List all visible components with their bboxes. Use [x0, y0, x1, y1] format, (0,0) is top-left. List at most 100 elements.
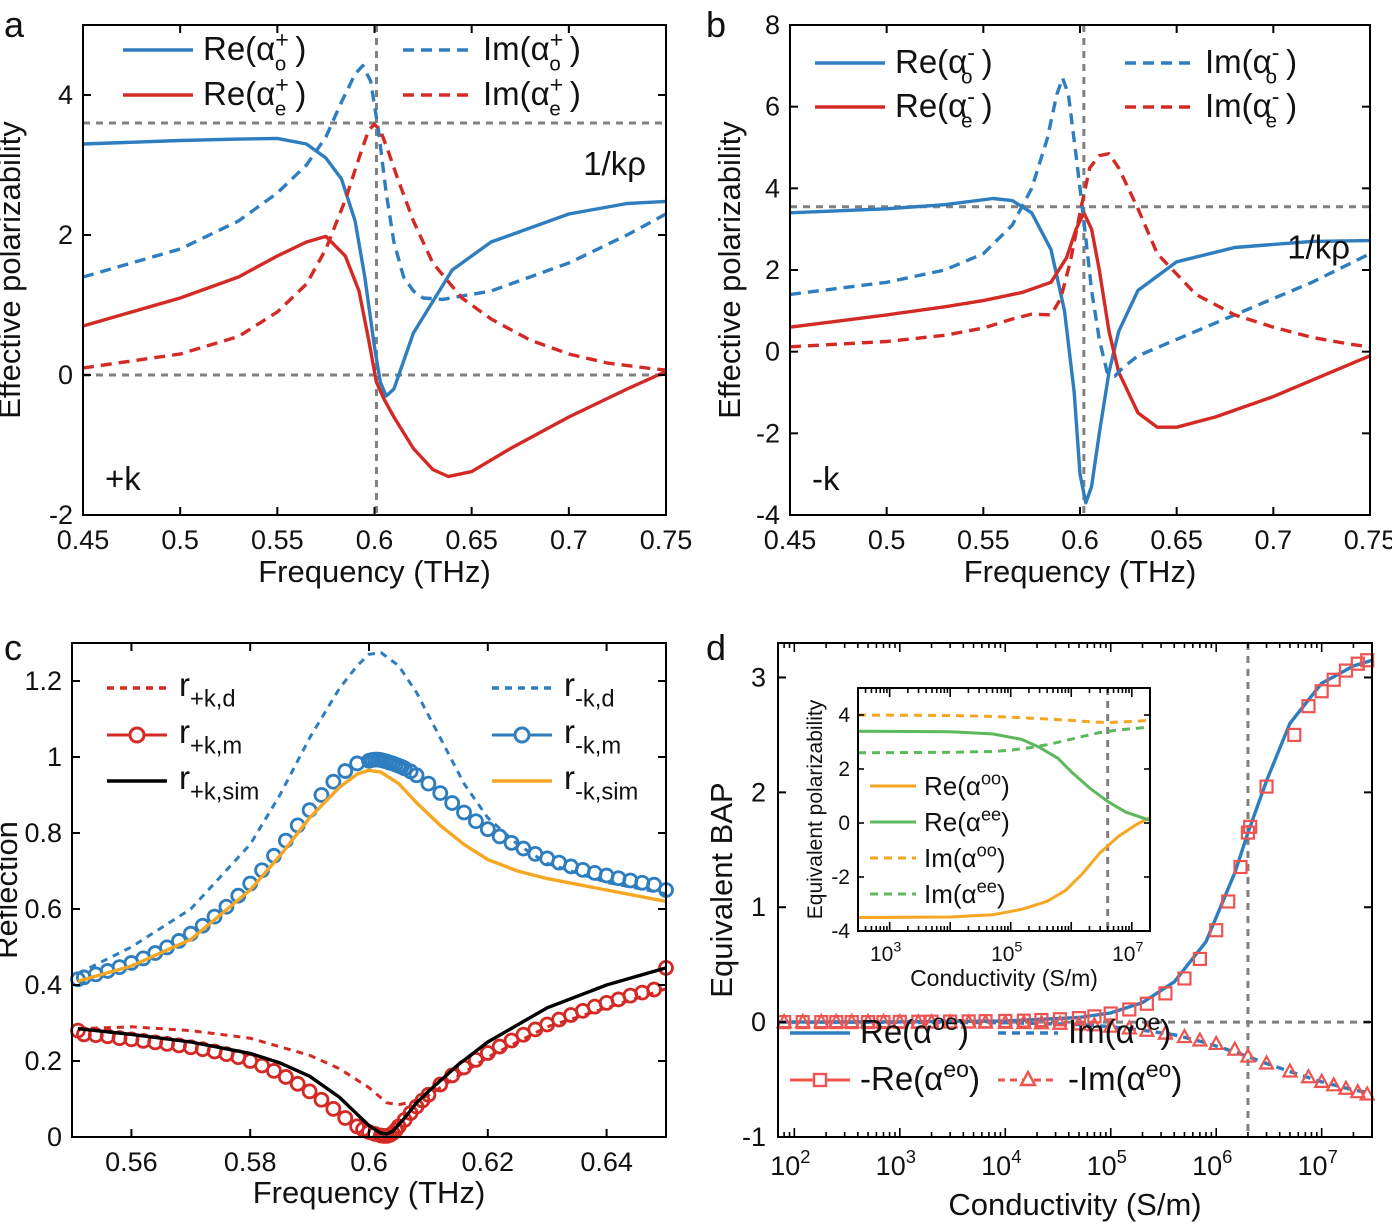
data-point-circle — [646, 981, 663, 998]
x-tick-label: 0.7 — [1255, 525, 1293, 555]
y-tick-label: 0.6 — [24, 894, 62, 924]
data-point-triangle — [859, 1012, 877, 1029]
panel-label: c — [4, 627, 22, 668]
y-tick-label: 2 — [751, 777, 766, 807]
direction-annotation: -k — [812, 460, 840, 497]
data-point-triangle — [1051, 1014, 1069, 1030]
x-tick-label: 0.64 — [580, 1147, 633, 1177]
legend-entry: Re(α-o ) — [895, 39, 993, 88]
x-tick-label: 0.62 — [462, 1147, 515, 1177]
data-point-triangle — [1226, 1040, 1244, 1056]
legend-entry: Im(α-e ) — [1205, 83, 1297, 132]
data-point-square — [1139, 996, 1154, 1011]
data-point-triangle — [1102, 1017, 1120, 1033]
x-tick-label: 0.55 — [957, 525, 1010, 555]
y-tick-label: 0 — [765, 337, 780, 367]
series-line — [857, 816, 1151, 919]
data-point-circle — [301, 1083, 318, 1100]
data-point-circle — [325, 1100, 342, 1117]
x-tick-label: 104 — [981, 1146, 1021, 1181]
x-axis-label: Frequency (THz) — [258, 554, 491, 589]
reference-label: 1/kρ — [1287, 229, 1350, 266]
y-axis-label: Equivalent polarizability — [804, 699, 827, 919]
data-point-square — [1360, 653, 1375, 668]
data-point-circle — [456, 804, 472, 821]
data-point-circle — [325, 773, 342, 790]
data-point-circle — [277, 1069, 294, 1085]
x-tick-label: 0.58 — [224, 1147, 277, 1177]
y-tick-label: -2 — [49, 500, 73, 530]
y-tick-label: 1 — [751, 892, 766, 922]
legend-entry: -Re(αeo) — [860, 1056, 980, 1097]
data-point-square — [1326, 672, 1341, 687]
y-tick-label: -2 — [756, 418, 780, 448]
series-line — [789, 151, 1371, 349]
data-point-circle — [444, 795, 461, 811]
data-point-square — [1087, 1009, 1102, 1024]
data-point-triangle — [794, 1012, 812, 1029]
data-point-square — [1287, 727, 1302, 743]
data-point-square — [1158, 986, 1173, 1001]
legend-entry: Im(αoe) — [1068, 1009, 1171, 1050]
x-tick-label: 0.6 — [356, 525, 394, 555]
y-tick-label: 4 — [838, 704, 850, 727]
series-line — [77, 966, 667, 1136]
axes-frame — [857, 687, 1151, 932]
legend-entry: Im(α+ o ) — [483, 26, 581, 75]
data-point-triangle — [1325, 1075, 1343, 1092]
data-point-triangle — [1070, 1015, 1088, 1031]
legend-entry: r-k,sim — [564, 759, 638, 806]
y-tick-label: 1.2 — [24, 666, 62, 696]
series-line — [82, 63, 667, 302]
data-point-triangle — [1033, 1013, 1050, 1030]
data-point-circle — [479, 1045, 496, 1061]
data-point-square — [1350, 656, 1365, 671]
reference-label: 1/kρ — [583, 145, 646, 182]
data-point-square — [1122, 1002, 1137, 1017]
data-point-square — [1177, 971, 1192, 986]
data-point-circle — [479, 821, 496, 838]
x-tick-label: 103 — [870, 940, 901, 966]
x-tick-label: 105 — [991, 940, 1022, 966]
x-tick-label: 0.56 — [105, 1147, 158, 1177]
x-tick-label: 0.5 — [868, 525, 906, 555]
data-point-triangle — [875, 1012, 892, 1029]
legend-entry: Re(α-e ) — [895, 83, 993, 132]
series-line — [857, 725, 1151, 755]
panel-b: b 0.45 0.5 0.55 0.6 0.65 0.7 0.75 -4 -2 0 2 4 6 8 Frequ… — [706, 4, 1392, 589]
data-point-circle — [491, 1038, 508, 1055]
direction-annotation: +k — [105, 460, 141, 497]
data-point-square — [1071, 1010, 1087, 1026]
y-tick-label: 0 — [58, 360, 73, 390]
x-axis-label: Conductivity (S/m) — [910, 965, 1098, 991]
data-point-triangle — [891, 1012, 909, 1029]
data-point-triangle — [1337, 1079, 1355, 1095]
data-point-triangle — [960, 1013, 978, 1029]
data-point-circle — [337, 1110, 354, 1126]
data-point-triangle — [1239, 1047, 1257, 1063]
data-point-circle — [432, 785, 449, 801]
inset-background — [858, 688, 1150, 931]
data-point-triangle — [910, 1013, 927, 1029]
data-point-circle — [313, 1091, 330, 1108]
legend-entry: Re(α+ o ) — [203, 26, 306, 75]
x-axis-label: Frequency (THz) — [964, 554, 1197, 589]
legend-entry: -Im(αeo) — [1068, 1056, 1182, 1097]
legend-marker — [513, 726, 531, 744]
data-point-triangle — [1086, 1016, 1103, 1032]
y-tick-label: -2 — [831, 866, 850, 889]
y-tick-label: 3 — [751, 662, 766, 692]
y-axis-label: Equivalent BAP — [704, 782, 739, 997]
legend-entry: r+k,m — [179, 713, 242, 760]
data-point-square — [1233, 859, 1248, 875]
series-line — [789, 196, 1371, 505]
data-point-square — [1052, 1012, 1068, 1027]
series-line — [77, 768, 667, 983]
data-point-triangle — [843, 1012, 861, 1029]
data-point-triangle — [1015, 1013, 1033, 1030]
inset-chart: 103 105 107 -4 -2 0 2 4 Conductivity (S/m) Equiva… — [804, 687, 1151, 991]
y-tick-label: -4 — [756, 500, 780, 530]
y-tick-label: 0 — [47, 1122, 62, 1152]
data-point-triangle — [1176, 1027, 1193, 1044]
